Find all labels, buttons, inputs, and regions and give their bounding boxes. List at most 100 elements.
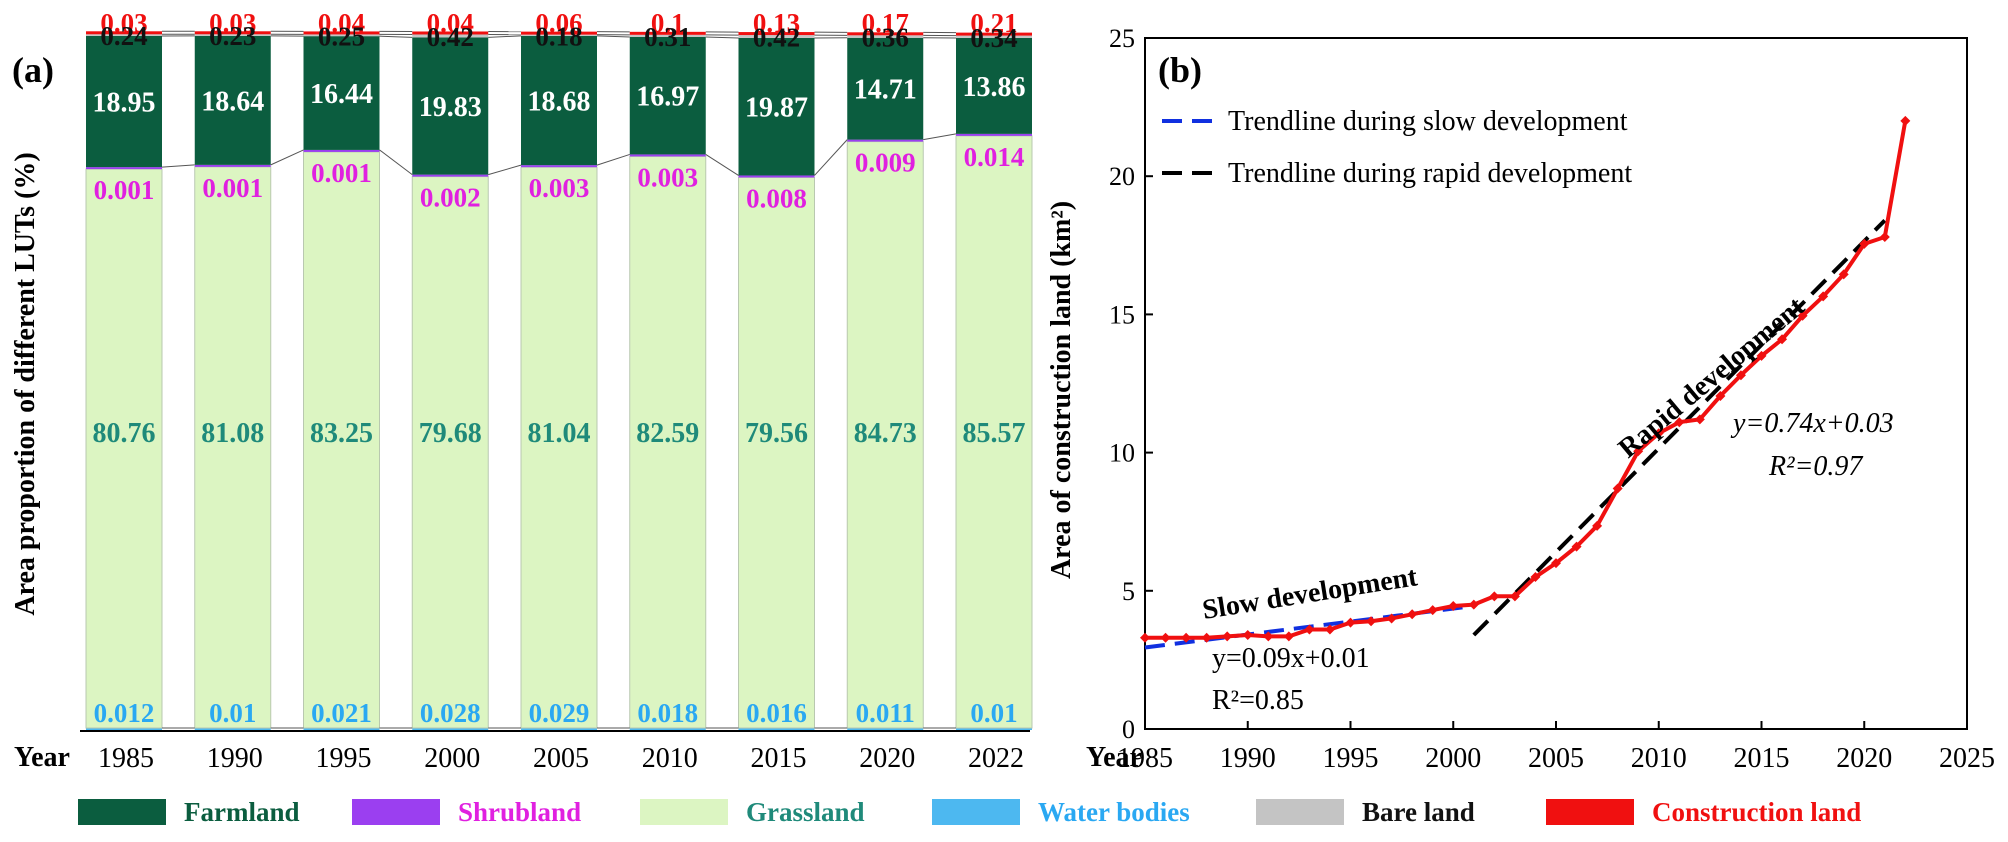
bar-grassland-2020 xyxy=(846,141,924,729)
connector-farmland xyxy=(379,35,413,38)
label-grassland-2022: 85.57 xyxy=(963,418,1026,449)
bar-farmland-2005 xyxy=(521,35,597,166)
connector-shrubland xyxy=(488,164,522,176)
legend-swatch xyxy=(932,799,1020,825)
y-tick-label-10: 10 xyxy=(1109,439,1135,468)
data-point-1995 xyxy=(1345,617,1356,628)
label-bare-land-1995: 0.25 xyxy=(318,21,365,51)
bar-shrubland-1985 xyxy=(86,167,162,170)
x-tick-label-2005: 2005 xyxy=(1528,743,1584,774)
data-point-1986 xyxy=(1160,632,1171,643)
bar-construction-land-2022 xyxy=(956,32,1032,36)
bar-shrubland-2015 xyxy=(738,175,815,178)
series-line xyxy=(1145,120,1908,640)
y-tick-label-0: 0 xyxy=(1122,715,1135,744)
bar-bare-land-2010 xyxy=(629,34,706,37)
legend-swatch xyxy=(640,799,728,825)
bar-water-bodies-2000 xyxy=(412,728,489,730)
data-point-2018 xyxy=(1818,291,1829,302)
x-axis-label: Year xyxy=(14,742,70,773)
bar-water-bodies-1990 xyxy=(194,728,271,730)
legend-item-construction-land: Construction land xyxy=(1546,792,1861,832)
data-point-1987 xyxy=(1181,632,1192,643)
data-point-1997 xyxy=(1386,613,1397,624)
legend-label: Shrubland xyxy=(458,796,582,827)
legend-item-farmland: Farmland xyxy=(78,792,300,832)
bar-construction-land-2000 xyxy=(412,31,489,35)
label-construction-land-2005: 0.06 xyxy=(535,8,582,38)
label-water-bodies-2022: 0.01 xyxy=(970,698,1017,728)
bar-bare-land-1985 xyxy=(86,34,162,36)
legend-item-grassland: Grassland xyxy=(640,792,865,832)
data-point-2009 xyxy=(1633,446,1644,457)
bar-grassland-2015 xyxy=(738,176,815,729)
label-water-bodies-2005: 0.029 xyxy=(529,698,590,728)
x-tick-label-1990: 1990 xyxy=(1220,743,1276,774)
legend-swatch xyxy=(352,799,440,825)
bar-farmland-2000 xyxy=(412,37,489,175)
label-construction-land-2015: 0.13 xyxy=(753,8,800,38)
panel-label-b: (b) xyxy=(1158,50,1202,90)
bar-construction-land-2005 xyxy=(521,31,597,35)
y-tick-label-25: 25 xyxy=(1109,24,1135,53)
y-axis-label-b: Area of construction land (km²) xyxy=(1046,201,1077,579)
equation-rapid: y=0.74x+0.03 xyxy=(1730,408,1894,439)
bar-farmland-2015 xyxy=(738,37,815,176)
panel-label-a: (a) xyxy=(12,50,54,90)
x-tick-2015: 2015 xyxy=(751,743,807,774)
bar-grassland-2000 xyxy=(411,176,489,729)
legend-item-bare-land: Bare land xyxy=(1256,792,1475,832)
equation-slow: y=0.09x+0.01 xyxy=(1212,643,1370,674)
bar-water-bodies-2020 xyxy=(847,728,924,730)
label-construction-land-1985: 0.03 xyxy=(100,8,147,38)
label-grassland-1995: 83.25 xyxy=(310,418,373,449)
label-grassland-1990: 81.08 xyxy=(201,418,264,449)
bar-shrubland-2020 xyxy=(847,139,924,142)
label-construction-land-2010: 0.1 xyxy=(651,8,685,38)
label-shrubland-2020: 0.009 xyxy=(855,148,916,178)
bar-water-bodies-2022 xyxy=(956,728,1032,730)
connector-shrubland xyxy=(814,139,848,176)
x-tick-label-2020: 2020 xyxy=(1836,743,1892,774)
label-farmland-2022: 13.86 xyxy=(963,72,1026,103)
x-tick-2000: 2000 xyxy=(424,743,480,774)
data-point-2001 xyxy=(1468,599,1479,610)
label-farmland-2020: 14.71 xyxy=(854,75,917,106)
bar-construction-land-1985 xyxy=(86,31,162,35)
data-point-2005 xyxy=(1551,558,1561,569)
x-tick-label-2025: 2025 xyxy=(1939,743,1995,774)
data-point-1998 xyxy=(1407,609,1418,620)
plot-frame xyxy=(1144,37,1968,730)
legend-swatch xyxy=(78,799,166,825)
y-tick-label-5: 5 xyxy=(1122,577,1135,606)
bar-shrubland-2010 xyxy=(629,154,706,157)
r-squared-slow: R²=0.85 xyxy=(1212,685,1304,716)
data-point-2022 xyxy=(1900,115,1911,126)
data-point-2004 xyxy=(1530,571,1541,582)
label-grassland-2000: 79.68 xyxy=(419,418,482,449)
label-farmland-2010: 16.97 xyxy=(636,82,699,113)
data-point-2017 xyxy=(1797,310,1808,321)
label-shrubland-2022: 0.014 xyxy=(964,142,1025,172)
legend-swatch xyxy=(1546,799,1634,825)
x-tick-2020: 2020 xyxy=(859,743,915,774)
x-tick-label-2015: 2015 xyxy=(1734,743,1790,774)
label-shrubland-2010: 0.003 xyxy=(637,162,698,192)
data-point-2016 xyxy=(1777,334,1788,345)
bar-farmland-1995 xyxy=(303,36,380,150)
x-tick-1995: 1995 xyxy=(316,743,372,774)
label-bare-land-2000: 0.42 xyxy=(427,22,474,52)
label-construction-land-2020: 0.17 xyxy=(862,8,909,38)
bar-grassland-2010 xyxy=(629,155,707,729)
label-farmland-2015: 19.87 xyxy=(745,93,808,124)
data-point-1988 xyxy=(1201,632,1212,643)
x-tick-2022: 2022 xyxy=(968,743,1024,774)
data-point-2008 xyxy=(1612,483,1623,494)
bar-farmland-2022 xyxy=(956,37,1032,134)
data-point-2010 xyxy=(1653,428,1664,439)
bar-bare-land-2020 xyxy=(847,35,924,38)
data-point-2007 xyxy=(1592,520,1603,531)
bar-bare-land-2000 xyxy=(412,34,489,38)
x-tick-1990: 1990 xyxy=(207,743,263,774)
